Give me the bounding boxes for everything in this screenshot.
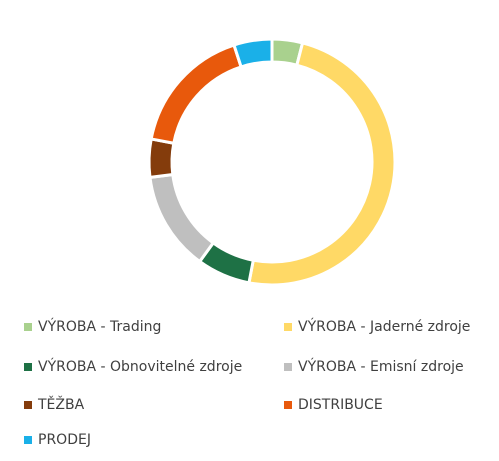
legend-label: VÝROBA - Trading: [38, 318, 161, 335]
donut-segment: [149, 43, 243, 146]
legend-label: TĚŽBA: [37, 395, 85, 413]
legend-marker: [284, 401, 292, 409]
legend-label: DISTRIBUCE: [298, 397, 383, 413]
legend-marker: [24, 363, 32, 371]
legend-marker: [24, 323, 32, 331]
legend-marker: [24, 436, 32, 444]
donut-segment: [147, 137, 176, 180]
legend-label: VÝROBA - Emisní zdroje: [298, 358, 464, 375]
legend-label: VÝROBA - Obnovitelné zdroje: [38, 358, 242, 375]
legend-marker: [24, 401, 32, 409]
legend-marker: [284, 363, 292, 371]
legend-label: VÝROBA - Jaderné zdroje: [298, 318, 470, 335]
donut-segment: [247, 41, 397, 287]
donut-segment: [232, 37, 274, 69]
donut-segment: [148, 172, 216, 264]
legend-marker: [284, 323, 292, 331]
legend-label: PRODEJ: [38, 432, 91, 448]
